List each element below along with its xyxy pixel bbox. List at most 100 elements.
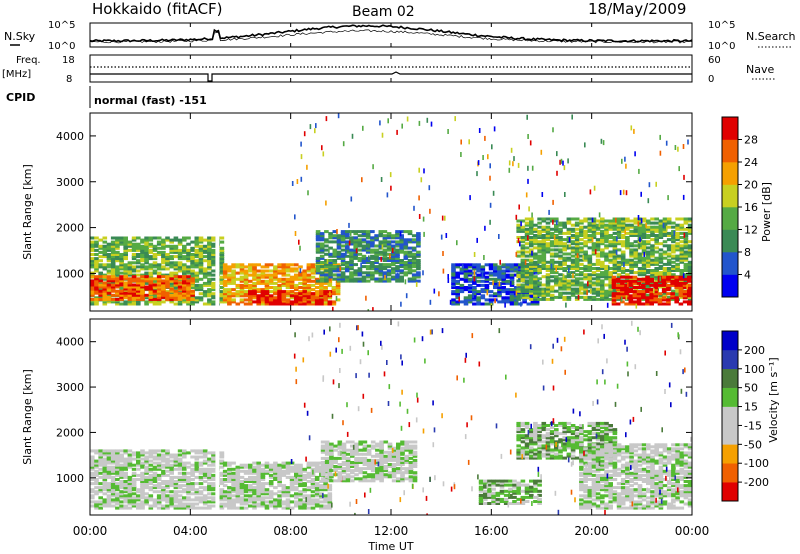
- scatter-cell: [115, 297, 120, 301]
- scatter-cell: [127, 463, 133, 467]
- scatter-cell: [600, 271, 605, 275]
- scatter-cell: [119, 240, 124, 244]
- scatter-cell: [136, 242, 141, 246]
- scatter-cell: [131, 277, 137, 281]
- scatter-cell: [633, 221, 639, 225]
- scatter-cell: [549, 252, 555, 256]
- scatter-cell: [156, 236, 162, 240]
- scatter-cell: [533, 236, 538, 239]
- scatter-cell: [219, 478, 225, 481]
- scatter-cell: [604, 225, 609, 229]
- scatter-cell: [658, 229, 664, 233]
- scatter-cell: [501, 298, 506, 302]
- speckle: [386, 192, 389, 198]
- scatter-cell: [131, 269, 137, 273]
- scatter-cell: [616, 240, 622, 244]
- scatter-cell: [336, 240, 342, 244]
- scatter-cell: [239, 265, 245, 269]
- scatter-cell: [273, 473, 278, 477]
- scatter-cell: [628, 302, 634, 306]
- scatter-cell: [451, 283, 456, 287]
- scatter-cell: [140, 461, 145, 465]
- scatter-cell: [574, 246, 580, 250]
- scatter-cell: [562, 279, 567, 283]
- scatter-cell: [637, 217, 643, 221]
- scatter-cell: [416, 240, 421, 244]
- scatter-cell: [315, 261, 321, 264]
- scatter-cell: [207, 302, 212, 306]
- scatter-cell: [671, 238, 676, 242]
- scatter-cell: [148, 236, 154, 240]
- scatter-cell: [608, 293, 613, 297]
- scatter-cell: [328, 263, 333, 267]
- scatter-cell: [90, 461, 95, 465]
- scatter-cell: [94, 478, 99, 481]
- scatter-cell: [131, 257, 137, 261]
- scatter-cell: [127, 494, 133, 498]
- scatter-cell: [106, 244, 112, 248]
- scatter-cell: [600, 283, 605, 287]
- scatter-cell: [574, 295, 580, 299]
- scatter-cell: [152, 467, 158, 471]
- scatter-cell: [675, 236, 680, 239]
- scatter-cell: [395, 254, 400, 258]
- scatter-cell: [554, 217, 559, 221]
- scatter-cell: [616, 297, 622, 301]
- scatter-cell: [140, 506, 145, 510]
- scatter-cell: [268, 281, 274, 285]
- scatter-cell: [537, 229, 542, 233]
- scatter-cell: [315, 265, 321, 269]
- scatter-cell: [645, 300, 650, 304]
- scatter-cell: [529, 260, 534, 264]
- scatter-cell: [611, 281, 617, 285]
- freq-panel: Freq. [MHz] 18 8 60 0 Nave: [2, 54, 776, 85]
- speckle: [473, 276, 476, 282]
- scatter-cell: [687, 223, 692, 227]
- scatter-cell: [256, 288, 261, 292]
- scatter-cell: [683, 256, 689, 260]
- scatter-cell: [182, 498, 187, 502]
- scatter-cell: [106, 475, 112, 479]
- scatter-cell: [123, 498, 128, 502]
- scatter-cell: [207, 469, 212, 473]
- scatter-cell: [227, 480, 232, 483]
- scatter-cell: [169, 295, 174, 299]
- scatter-cell: [616, 267, 622, 270]
- scatter-cell: [399, 263, 404, 267]
- scatter-cell: [227, 267, 232, 271]
- scatter-cell: [119, 265, 124, 269]
- scatter-cell: [520, 264, 526, 268]
- scatter-cell: [666, 288, 671, 292]
- scatter-cell: [273, 478, 278, 481]
- scatter-cell: [616, 219, 622, 223]
- scatter-cell: [615, 292, 621, 296]
- scatter-cell: [558, 244, 563, 248]
- scatter-cell: [156, 490, 162, 494]
- scatter-cell: [239, 496, 245, 500]
- scatter-cell: [587, 246, 593, 250]
- scatter-cell: [248, 288, 253, 292]
- scatter-cell: [252, 269, 257, 273]
- scatter-cell: [90, 261, 95, 265]
- scatter-cell: [302, 271, 307, 275]
- scatter-cell: [616, 269, 622, 272]
- speckle: [556, 151, 558, 157]
- scatter-cell: [182, 285, 187, 289]
- scatter-cell: [302, 475, 307, 479]
- scatter-cell: [529, 240, 534, 244]
- scatter-cell: [252, 482, 257, 486]
- scatter-cell: [493, 277, 498, 281]
- scatter-cell: [298, 467, 303, 471]
- scatter-cell: [140, 490, 145, 494]
- scatter-cell: [268, 480, 274, 483]
- scatter-cell: [650, 250, 655, 254]
- scatter-cell: [194, 279, 200, 283]
- scatter-cell: [516, 250, 521, 254]
- scatter-cell: [194, 288, 200, 292]
- scatter-cell: [662, 271, 668, 275]
- scatter-cell: [219, 455, 225, 459]
- scatter-cell: [509, 296, 515, 300]
- scatter-cell: [90, 473, 95, 477]
- scatter-cell: [156, 295, 162, 299]
- scatter-cell: [378, 265, 384, 269]
